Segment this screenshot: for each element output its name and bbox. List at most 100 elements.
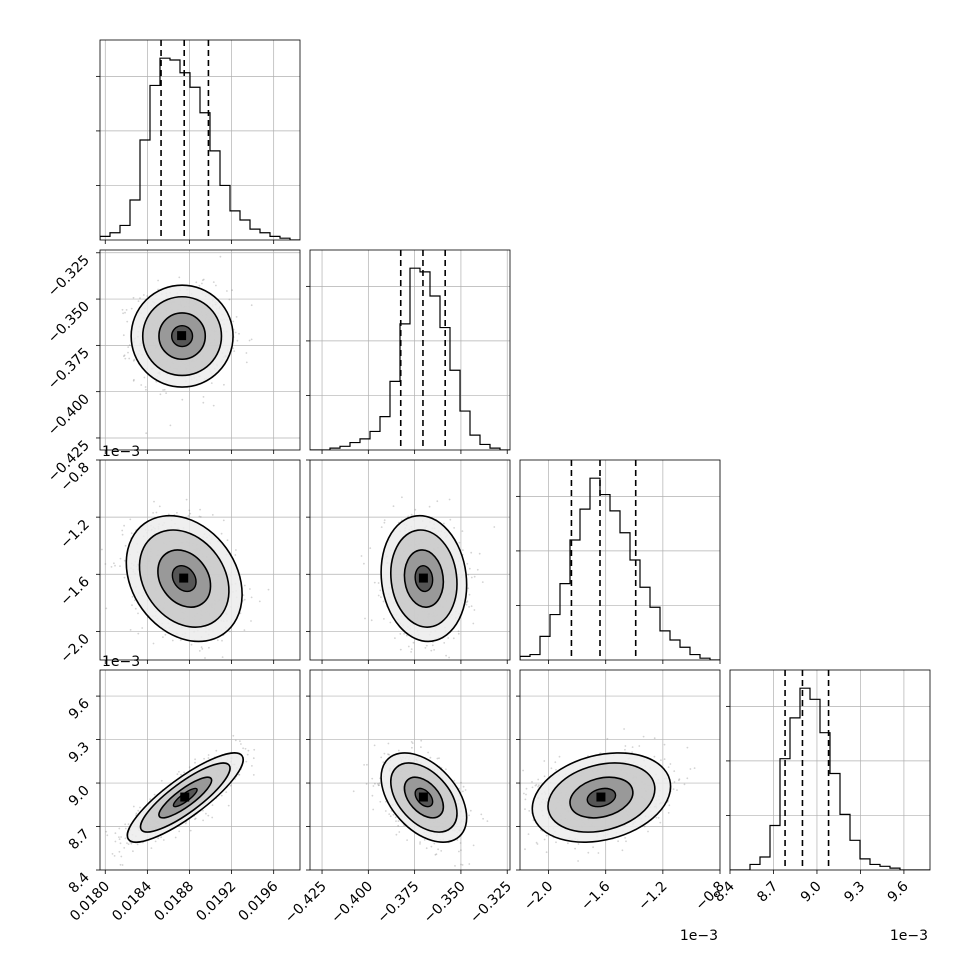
density-peak <box>180 792 190 802</box>
sample-point <box>445 654 447 657</box>
sample-point <box>160 779 163 782</box>
sample-point <box>181 398 184 401</box>
sample-point <box>379 589 382 592</box>
scatter-panel-0-1 <box>96 249 301 454</box>
sample-point <box>251 765 253 767</box>
sample-point <box>119 863 122 866</box>
panel-frame <box>309 249 511 451</box>
sample-point <box>468 606 470 608</box>
panel-frame <box>99 459 301 661</box>
sample-point <box>467 587 470 590</box>
sample-point <box>397 824 400 827</box>
sample-point <box>119 565 121 567</box>
sample-point <box>124 544 127 547</box>
sample-point <box>124 823 127 826</box>
sample-point <box>123 559 126 562</box>
sample-point <box>201 648 204 650</box>
sample-point <box>663 758 666 760</box>
sample-point <box>363 562 365 565</box>
sample-point <box>373 744 376 747</box>
sample-point <box>433 842 436 845</box>
sample-point <box>371 777 374 780</box>
sample-point <box>250 596 253 599</box>
sample-point <box>464 789 467 791</box>
sample-point <box>550 767 553 770</box>
sample-point <box>406 634 408 637</box>
sample-point <box>447 637 450 639</box>
sample-point <box>433 649 435 651</box>
sample-point <box>229 630 231 633</box>
sample-point <box>476 568 479 571</box>
sample-point <box>199 508 202 511</box>
sample-point <box>154 840 157 843</box>
sample-point <box>536 843 539 845</box>
sample-point <box>469 809 472 812</box>
sample-point <box>133 599 136 602</box>
sample-point <box>448 656 450 659</box>
sample-point <box>458 541 461 544</box>
sample-point <box>125 309 128 311</box>
sample-point <box>373 581 376 584</box>
sample-point <box>199 516 202 518</box>
sample-point <box>244 747 247 750</box>
sample-point <box>139 297 141 300</box>
panel-frame <box>99 669 301 871</box>
sample-point <box>190 643 193 646</box>
sample-point <box>642 735 645 738</box>
sample-point <box>124 311 126 314</box>
sample-point <box>188 766 191 769</box>
sample-point <box>624 745 627 747</box>
sample-point <box>105 830 108 833</box>
sample-point <box>97 864 99 866</box>
sample-point <box>202 396 205 398</box>
sample-point <box>423 839 426 841</box>
sample-point <box>122 312 124 315</box>
sample-point <box>363 764 365 766</box>
histogram-step <box>520 477 720 660</box>
sample-point <box>456 839 459 841</box>
sample-point <box>124 837 127 840</box>
sample-point <box>162 636 164 638</box>
sample-point <box>234 554 237 556</box>
sample-point <box>436 500 439 503</box>
sample-point <box>246 753 249 756</box>
sample-point <box>128 344 131 347</box>
sample-point <box>176 773 179 776</box>
sample-point <box>203 757 206 760</box>
sample-point <box>237 773 240 776</box>
sample-point <box>120 855 123 858</box>
sample-point <box>133 378 135 381</box>
sample-point <box>493 526 496 528</box>
sample-point <box>242 747 245 750</box>
sample-point <box>158 505 161 508</box>
sample-point <box>472 844 475 847</box>
sample-point <box>101 548 103 551</box>
sample-point <box>134 607 137 610</box>
sample-point <box>470 605 473 608</box>
sample-point <box>364 617 366 620</box>
sample-point <box>659 821 662 824</box>
sample-point <box>225 791 228 793</box>
sample-point <box>443 642 446 644</box>
sample-point <box>414 508 417 511</box>
density-peak <box>418 792 428 802</box>
sample-point <box>127 346 130 348</box>
sample-point <box>150 847 153 849</box>
sample-point <box>122 334 125 337</box>
sample-point <box>502 812 504 814</box>
sample-point <box>377 582 380 584</box>
sample-point <box>460 849 462 852</box>
sample-point <box>133 358 136 361</box>
sample-point <box>425 847 428 850</box>
sample-point <box>139 806 141 809</box>
sample-point <box>243 584 246 587</box>
sample-point <box>452 637 455 640</box>
sample-point <box>387 753 389 756</box>
sample-point <box>380 596 382 598</box>
sample-point <box>126 320 129 323</box>
sample-point <box>194 817 197 820</box>
sample-point <box>389 815 392 818</box>
sample-point <box>531 786 534 789</box>
sample-point <box>162 839 165 841</box>
sample-point <box>145 388 147 391</box>
